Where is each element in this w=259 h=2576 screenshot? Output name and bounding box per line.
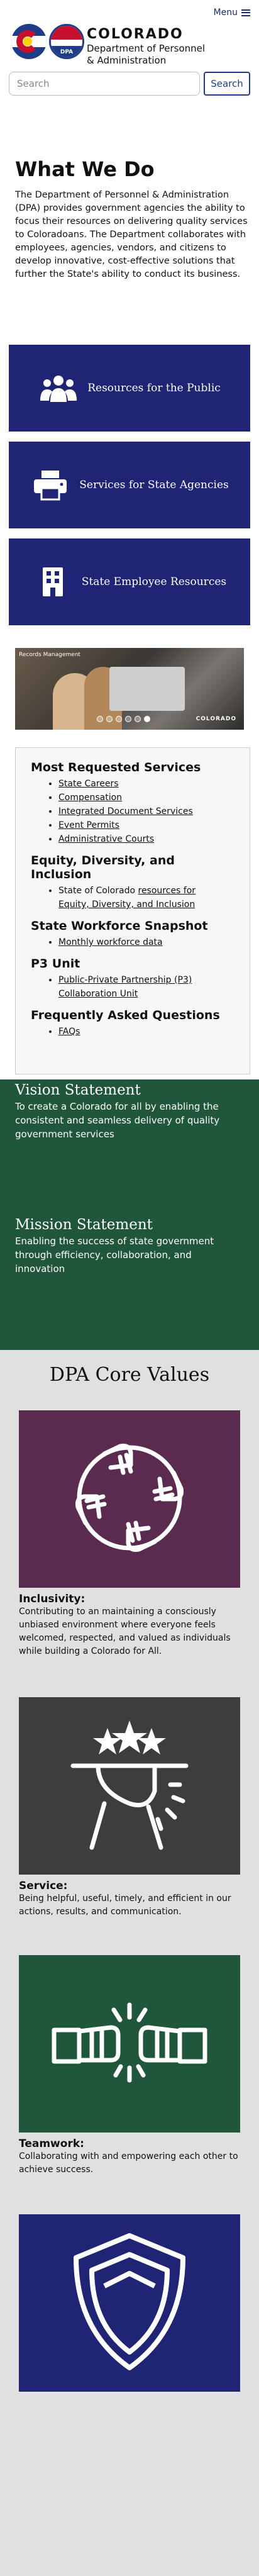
card-label: Resources for the Public [87,382,221,394]
workforce-title: State Workforce Snapshot [31,919,208,933]
link-edi-resources-line2[interactable]: Equity, Diversity, and Inclusion [58,900,196,910]
link-p3-line1[interactable]: Public-Private Partnership (P3) [58,975,192,985]
list-item: Event Permits [58,818,234,832]
image-carousel[interactable]: Records Management COLORADO [15,648,244,730]
intro-title: What We Do [15,157,155,181]
most-requested-list: State Careers Compensation Integrated Do… [31,777,234,846]
card-label: State Employee Resources [81,576,227,588]
colorado-watermark: COLORADO [196,716,236,722]
value-title: Service: [19,1880,68,1892]
link-administrative-courts[interactable]: Administrative Courts [58,834,155,844]
brand-name: COLORADO [87,26,184,42]
printer-icon [30,467,70,503]
vision-block: Vision Statement To create a Colorado fo… [15,1082,241,1141]
inclusivity-image [19,1410,240,1588]
list-item: Public-Private Partnership (P3) Collabor… [58,973,234,1001]
card-state-agencies[interactable]: Services for State Agencies [9,442,250,528]
list-item: State of Colorado resources for Equity, … [58,884,234,912]
link-workforce-data[interactable]: Monthly workforce data [58,937,163,947]
logo-group[interactable]: DPA [11,24,84,59]
people-icon [38,371,79,406]
workforce-list: Monthly workforce data [31,935,234,949]
carousel-dot[interactable] [125,716,131,722]
menu-button[interactable]: Menu [214,8,250,18]
carousel-dot[interactable] [106,716,113,722]
shield-icon [67,2229,192,2377]
p3-list: Public-Private Partnership (P3) Collabor… [31,973,234,1001]
edi-list: State of Colorado resources for Equity, … [31,884,234,912]
link-event-permits[interactable]: Event Permits [58,820,119,830]
search-bar: Search [9,72,250,97]
carousel-dot[interactable] [116,716,122,722]
hamburger-icon [241,9,250,16]
carousel-dots [97,716,150,722]
colorado-logo [11,24,47,59]
p3-title: P3 Unit [31,957,80,971]
site-header: Menu DPA COLORADO Department of Personne… [0,0,259,69]
edi-prefix: State of Colorado [58,886,138,896]
mission-block: Mission Statement Enabling the success o… [15,1217,241,1276]
brand-text[interactable]: COLORADO Department of Personnel & Admin… [87,26,205,66]
vision-body: To create a Colorado for all by enabling… [15,1101,220,1140]
search-input[interactable] [9,72,200,96]
edi-title: Equity, Diversity, and Inclusion [31,854,175,881]
list-item: Compensation [58,791,234,805]
building-icon [33,564,73,599]
intro-body: The Department of Personnel & Administra… [15,190,248,279]
value-desc: Collaborating with and empowering each o… [19,2151,238,2175]
card-label: Services for State Agencies [79,479,229,491]
core-values-section: DPA Core Values Inclusivity: Contributin… [0,1350,259,2576]
value-title: Teamwork: [19,2138,84,2150]
services-panel: Most Requested Services State Careers Co… [15,747,250,1074]
dpa-logo: DPA [49,24,84,59]
mission-title: Mission Statement [15,1217,153,1233]
mission-body: Enabling the success of state government… [15,1235,214,1274]
list-item: Administrative Courts [58,832,234,846]
brand-sub-line1: Department of Personnel [87,43,206,54]
list-item: Integrated Document Services [58,805,234,818]
statements-section: Vision Statement To create a Colorado fo… [0,1079,259,1350]
carousel-dot[interactable] [97,716,103,722]
vision-title: Vision Statement [15,1082,141,1098]
intro-section: What We Do The Department of Personnel &… [15,157,248,281]
list-item: Monthly workforce data [58,935,234,949]
list-item: State Careers [58,777,234,791]
teamwork-image [19,1955,240,2133]
link-faqs[interactable]: FAQs [58,1027,80,1037]
link-p3-line2[interactable]: Collaboration Unit [58,989,138,999]
brand-sub-line2: & Administration [87,55,167,66]
value-title: Inclusivity: [19,1593,85,1605]
faq-title: Frequently Asked Questions [31,1008,220,1022]
core-values-title: DPA Core Values [49,1364,210,1386]
serving-tray-icon [54,1715,205,1856]
link-document-services[interactable]: Integrated Document Services [58,806,193,817]
hands-circle-icon [60,1429,199,1570]
carousel-dot[interactable] [135,716,141,722]
value-desc: Being helpful, useful, timely, and effic… [19,1893,231,1917]
carousel-dot-active[interactable] [144,716,150,722]
card-employee-resources[interactable]: State Employee Resources [9,538,250,625]
link-compensation[interactable]: Compensation [58,793,123,803]
shield-image [19,2214,240,2392]
card-resources-public[interactable]: Resources for the Public [9,345,250,432]
carousel-caption: Records Management [19,652,80,658]
list-item: FAQs [58,1025,234,1039]
menu-label: Menu [213,8,238,18]
link-edi-resources[interactable]: resources for [138,886,196,896]
fist-bump-icon [48,1992,211,2095]
search-button[interactable]: Search [204,72,250,96]
most-requested-title: Most Requested Services [31,761,201,774]
service-image [19,1697,240,1875]
value-desc: Contributing to an maintaining a conscio… [19,1607,231,1656]
faq-list: FAQs [31,1025,234,1039]
link-state-careers[interactable]: State Careers [58,779,119,789]
